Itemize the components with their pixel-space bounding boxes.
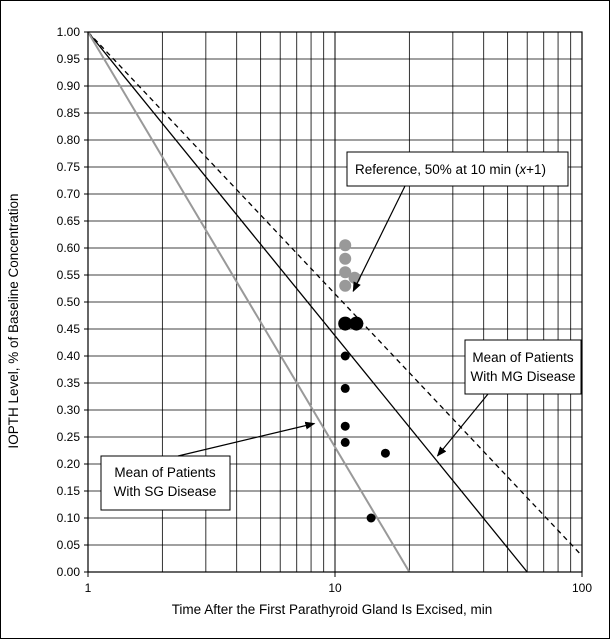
y-tick-label: 0.50 — [57, 295, 81, 309]
x-tick-label: 100 — [572, 581, 592, 595]
data-point — [340, 437, 350, 447]
data-point — [339, 239, 352, 252]
mg-arrow — [436, 393, 489, 457]
y-tick-label: 0.20 — [57, 457, 81, 471]
sg-annotation-box — [100, 455, 231, 511]
mg-annotation-line1: Mean of Patients — [472, 350, 574, 365]
data-point — [340, 351, 350, 361]
sg-annotation: Mean of Patients With SG Disease — [100, 455, 231, 511]
x-tick-label: 1 — [85, 581, 92, 595]
reference-line — [87, 31, 583, 557]
axes: 0.00 0.05 0.10 0.15 0.20 0.25 0.30 0.35 0.40 0.45… — [57, 25, 593, 595]
data-point — [348, 271, 361, 284]
sg-annotation-line1: Mean of Patients — [114, 465, 216, 480]
y-tick-label: 0.65 — [57, 214, 81, 228]
data-point — [338, 316, 353, 331]
sg-annotation-line2: With SG Disease — [114, 484, 217, 499]
y-tick-label: 0.55 — [57, 268, 81, 282]
data-point — [339, 252, 352, 265]
y-tick-label: 0.80 — [57, 133, 81, 147]
sg-mean-line — [87, 31, 411, 573]
mg-annotation: Mean of Patients With MG Disease — [464, 339, 582, 395]
x-axis-title: Time After the First Parathyroid Gland I… — [172, 602, 493, 617]
y-tick-label: 0.75 — [57, 160, 81, 174]
y-tick-label: 0.40 — [57, 349, 81, 363]
y-tick-label: 0.45 — [57, 322, 81, 336]
y-tick-label: 0.90 — [57, 79, 81, 93]
trend-lines — [87, 31, 583, 573]
data-point — [366, 513, 376, 523]
data-point — [349, 316, 364, 331]
reference-annotation-box — [346, 151, 569, 187]
y-tick-label: 0.85 — [57, 106, 81, 120]
data-point — [380, 448, 390, 458]
data-point — [339, 266, 352, 279]
y-tick-label: 0.10 — [57, 511, 81, 525]
mg-annotation-line2: With MG Disease — [470, 369, 575, 384]
y-tick-label: 0.25 — [57, 430, 81, 444]
reference-arrow — [352, 185, 406, 293]
y-tick-label: 0.30 — [57, 403, 81, 417]
y-tick-label: 0.15 — [57, 484, 81, 498]
data-point — [339, 279, 352, 292]
y-tick-label: 0.95 — [57, 52, 81, 66]
data-point — [340, 421, 350, 431]
reference-annotation: Reference, 50% at 10 min (x+1) — [346, 151, 569, 187]
y-axis-title: IOPTH Level, % of Baseline Concentration — [6, 193, 21, 448]
mg-mean-line — [87, 31, 528, 573]
mg-annotation-box — [464, 339, 582, 395]
y-tick-label: 0.35 — [57, 376, 81, 390]
data-points — [338, 239, 390, 523]
y-tick-label: 0.60 — [57, 241, 81, 255]
x-tick-label: 10 — [328, 581, 342, 595]
y-tick-label: 1.00 — [57, 25, 81, 39]
y-tick-label: 0.00 — [57, 565, 81, 579]
annotation-arrows — [177, 185, 489, 457]
y-tick-label: 0.70 — [57, 187, 81, 201]
reference-annotation-text: Reference, 50% at 10 min (x+1) — [355, 162, 546, 177]
y-tick-label: 0.05 — [57, 538, 81, 552]
sg-arrow — [177, 421, 316, 457]
data-point — [340, 383, 350, 393]
